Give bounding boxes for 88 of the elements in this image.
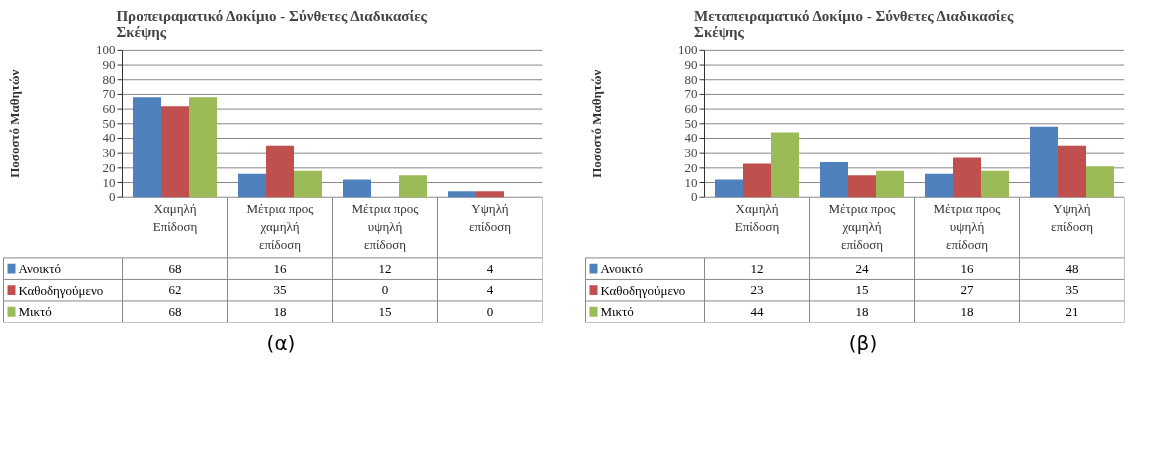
y-tick-label: 50 (102, 115, 116, 131)
y-tick-label: 80 (684, 71, 698, 87)
y-tick-label: 80 (102, 71, 116, 87)
data-label: 0 (381, 282, 389, 298)
bar (1058, 145, 1086, 198)
data-label: 44 (750, 303, 764, 319)
y-tick-label: 40 (102, 130, 116, 146)
y-tick-label: 70 (684, 86, 698, 102)
legend-label: Ανοικτό (18, 261, 62, 277)
y-tick-label: 60 (102, 101, 116, 117)
text: (α) (266, 330, 296, 357)
y-tick-label: 20 (102, 159, 116, 175)
bar (820, 161, 848, 198)
bar (294, 170, 322, 198)
data-label: 16 (273, 260, 287, 276)
x-tick-label: Υψηλή επίδοση (469, 201, 512, 235)
data-label: 35 (1065, 282, 1079, 298)
data-label: 15 (378, 303, 392, 319)
bar (715, 179, 743, 198)
x-tick-label: Μέτρια προς χαμηλή επίδοση (828, 201, 897, 253)
data-label: 62 (168, 282, 182, 298)
bar (133, 97, 161, 198)
y-tick-label: 90 (102, 57, 116, 73)
y-tick-label: 20 (684, 159, 698, 175)
y-tick-label: 50 (684, 115, 698, 131)
legend-label: Ανοικτό (600, 261, 644, 277)
data-label: 24 (855, 260, 869, 276)
data-label: 16 (960, 260, 974, 276)
y-tick-label: 70 (102, 86, 116, 102)
x-tick-label: Μέτρια προς υψηλή επίδοση (351, 201, 420, 253)
data-label: 12 (750, 260, 764, 276)
x-tick-label: Μέτρια προς υψηλή επίδοση (933, 201, 1002, 253)
chart-title: Μεταπειραματικό Δοκίμιο - Σύνθετες Διαδικασίες Σκέψης (694, 7, 1014, 40)
legend-label: Μικτό (18, 304, 52, 320)
data-label: 35 (273, 282, 287, 298)
data-label: 21 (1065, 303, 1079, 319)
y-tick-label: 10 (102, 174, 116, 190)
bar (1030, 126, 1058, 198)
bar (925, 173, 953, 198)
data-label: 18 (855, 303, 869, 319)
bar (743, 163, 771, 198)
data-label: 0 (486, 303, 494, 319)
chart-title: Προπειραματικό Δοκίμιο - Σύνθετες Διαδικασίες Σκέψης (116, 7, 428, 40)
bar (399, 175, 427, 198)
data-label: 15 (855, 282, 869, 298)
y-tick-label: 60 (684, 101, 698, 117)
x-tick-label: Υψηλή επίδοση (1051, 201, 1094, 235)
y-tick-label: 0 (109, 189, 116, 205)
y-tick-label: 100 (678, 42, 698, 58)
data-label: 12 (378, 260, 392, 276)
bar (476, 191, 504, 198)
bar (953, 157, 981, 198)
legend-label: Καθοδηγούμενο (18, 282, 104, 298)
data-label: 18 (273, 303, 287, 319)
bar (189, 97, 217, 198)
bar (876, 170, 904, 198)
y-tick-label: 10 (684, 174, 698, 190)
legend-label: Μικτό (600, 304, 634, 320)
y-axis-title: Ποσοστό Μαθητών (7, 69, 22, 178)
legend-label: Καθοδηγούμενο (600, 282, 686, 298)
bar (771, 132, 799, 198)
y-tick-label: 90 (684, 57, 698, 73)
y-axis-title: Ποσοστό Μαθητών (589, 69, 604, 178)
data-label: 18 (960, 303, 974, 319)
y-tick-label: 30 (684, 145, 698, 161)
bar (848, 175, 876, 198)
bar (343, 179, 371, 198)
data-label: 68 (168, 260, 182, 276)
data-label: 48 (1065, 260, 1079, 276)
bar (161, 106, 189, 198)
data-label: 27 (960, 282, 974, 298)
bar (266, 145, 294, 198)
y-tick-label: 0 (691, 189, 698, 205)
y-tick-label: 30 (102, 145, 116, 161)
bar (238, 173, 266, 198)
bar (981, 170, 1009, 198)
data-label: 4 (486, 282, 494, 298)
x-tick-label: Χαμηλή Επίδοση (152, 201, 198, 235)
bar (448, 191, 476, 198)
data-label: 68 (168, 303, 182, 319)
y-tick-label: 40 (684, 130, 698, 146)
x-tick-label: Μέτρια προς χαμηλή επίδοση (246, 201, 315, 253)
data-label: 23 (750, 282, 764, 298)
bar (1086, 166, 1114, 198)
text: (β) (848, 330, 878, 357)
data-label: 4 (486, 260, 494, 276)
x-tick-label: Χαμηλή Επίδοση (734, 201, 780, 235)
y-tick-label: 100 (96, 42, 116, 58)
